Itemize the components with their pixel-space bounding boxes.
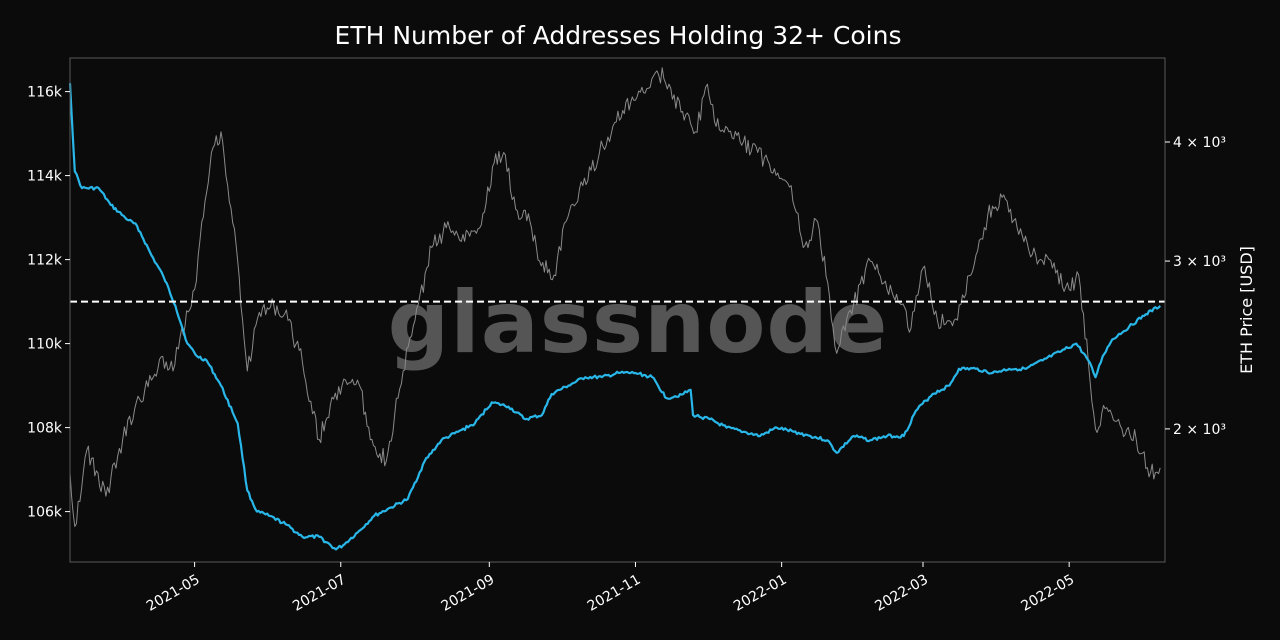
right-tick-label: 2 × 10³: [1173, 422, 1226, 438]
right-axis: 2 × 10³ 3 × 10³ 4 × 10³: [1165, 135, 1226, 438]
x-tick-label: 2021-07: [290, 572, 349, 615]
x-axis: 2021-05 2021-07 2021-09 2021-11 2022-01 2022-…: [144, 562, 1077, 615]
left-tick-label: 114k: [27, 169, 63, 185]
addresses-series: [68, 83, 1162, 551]
left-tick-label: 110k: [27, 337, 63, 353]
right-tick-label: 3 × 10³: [1173, 254, 1226, 270]
chart-title: ETH Number of Addresses Holding 32+ Coin…: [335, 21, 902, 50]
x-tick-label: 2021-11: [585, 572, 644, 615]
x-tick-label: 2022-05: [1018, 572, 1077, 615]
right-axis-label: ETH Price [USD]: [1237, 246, 1256, 374]
price-line: [69, 67, 1161, 527]
left-tick-label: 112k: [27, 253, 63, 269]
plot-frame: [69, 57, 1166, 563]
left-tick-label: 106k: [27, 505, 63, 521]
watermark: glassnode: [388, 273, 889, 373]
x-tick-label: 2021-05: [144, 572, 203, 615]
left-axis: 106k 108k 110k 112k 114k 116k: [27, 85, 70, 521]
x-tick-label: 2022-03: [872, 572, 931, 615]
left-tick-label: 116k: [27, 85, 63, 101]
price-series: [69, 67, 1161, 527]
right-tick-label: 4 × 10³: [1173, 135, 1226, 151]
left-tick-label: 108k: [27, 421, 63, 437]
addresses-line: [68, 83, 1162, 551]
x-tick-label: 2022-01: [731, 572, 790, 615]
x-tick-label: 2021-09: [439, 572, 498, 615]
